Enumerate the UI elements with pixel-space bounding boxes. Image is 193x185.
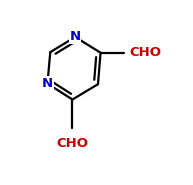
Text: N: N xyxy=(42,77,53,90)
Text: N: N xyxy=(70,31,81,43)
Text: CHO: CHO xyxy=(56,137,88,149)
Text: CHO: CHO xyxy=(130,46,162,59)
